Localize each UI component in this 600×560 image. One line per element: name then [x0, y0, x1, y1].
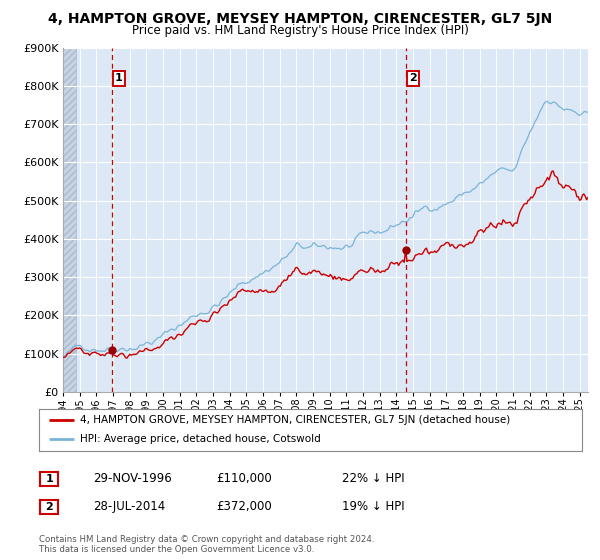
- Text: 19% ↓ HPI: 19% ↓ HPI: [342, 500, 404, 514]
- Bar: [63, 48, 76, 392]
- Text: 1: 1: [46, 474, 53, 484]
- Text: 2: 2: [46, 502, 53, 512]
- Text: 1: 1: [115, 73, 123, 83]
- Text: £110,000: £110,000: [216, 472, 272, 486]
- Text: Contains HM Land Registry data © Crown copyright and database right 2024.
This d: Contains HM Land Registry data © Crown c…: [39, 535, 374, 554]
- Text: 4, HAMPTON GROVE, MEYSEY HAMPTON, CIRENCESTER, GL7 5JN: 4, HAMPTON GROVE, MEYSEY HAMPTON, CIRENC…: [48, 12, 552, 26]
- Text: HPI: Average price, detached house, Cotswold: HPI: Average price, detached house, Cots…: [80, 435, 320, 445]
- Text: 4, HAMPTON GROVE, MEYSEY HAMPTON, CIRENCESTER, GL7 5JN (detached house): 4, HAMPTON GROVE, MEYSEY HAMPTON, CIRENC…: [80, 415, 510, 425]
- Text: £372,000: £372,000: [216, 500, 272, 514]
- Text: 2: 2: [409, 73, 417, 83]
- Text: Price paid vs. HM Land Registry's House Price Index (HPI): Price paid vs. HM Land Registry's House …: [131, 24, 469, 37]
- Text: 28-JUL-2014: 28-JUL-2014: [93, 500, 165, 514]
- Text: 29-NOV-1996: 29-NOV-1996: [93, 472, 172, 486]
- Text: 22% ↓ HPI: 22% ↓ HPI: [342, 472, 404, 486]
